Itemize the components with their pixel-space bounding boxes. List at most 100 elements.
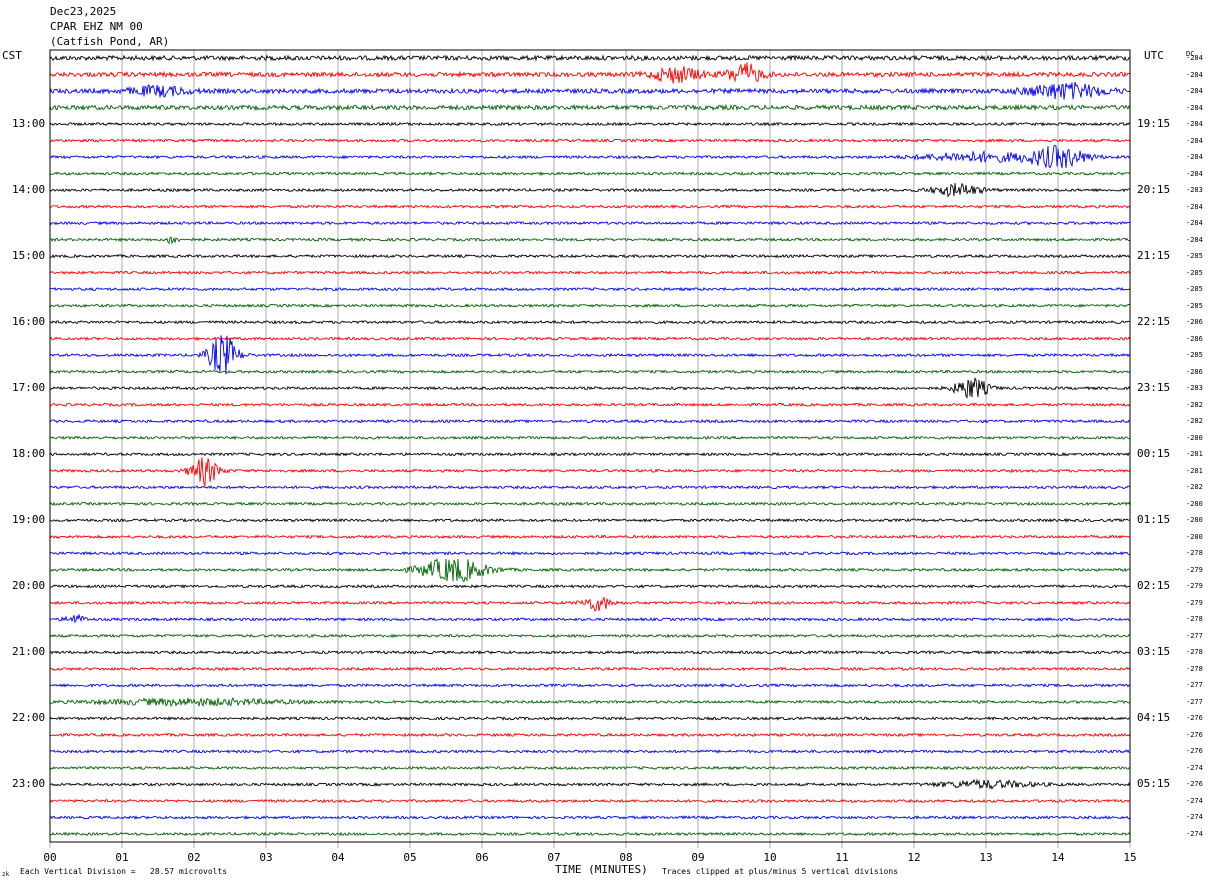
trace-line (49, 138, 1131, 143)
trace-line (49, 103, 1131, 112)
trace-line (49, 182, 1130, 198)
left-time-label: 23:00 (12, 777, 46, 791)
trace-line (49, 402, 1131, 408)
left-time-label: 20:00 (12, 579, 46, 593)
dc-offset-label: -279 (1186, 582, 1203, 591)
dc-offset-label: -281 (1186, 466, 1203, 475)
trace-line (49, 376, 1131, 400)
x-tick-label: 12 (907, 851, 921, 864)
trace-line (49, 633, 1131, 639)
right-timezone-label: UTC (1144, 49, 1164, 62)
left-time-label: 17:00 (12, 381, 46, 395)
dc-offset-label: -284 (1186, 103, 1203, 112)
trace-line (50, 517, 1131, 523)
dc-offset-label: -274 (1186, 813, 1203, 822)
trace-line (49, 649, 1131, 655)
dc-offset-label: -276 (1186, 730, 1203, 739)
trace-line (49, 286, 1131, 292)
plot-grid (49, 50, 1131, 848)
trace-line (49, 765, 1131, 771)
x-tick-label: 06 (475, 851, 489, 864)
dc-offset-label: -282 (1186, 483, 1203, 492)
trace-line (49, 798, 1131, 804)
trace-line (49, 335, 1131, 375)
dc-offset-label: -277 (1186, 697, 1203, 706)
trace-line (49, 501, 1131, 507)
dc-offset-label: -283 (1186, 384, 1203, 393)
left-timezone-label: CST (2, 49, 22, 62)
dc-offset-label: -285 (1186, 301, 1203, 310)
dc-offset-label: -284 (1186, 70, 1203, 79)
x-tick-label: 08 (619, 851, 633, 864)
dc-offset-label: -279 (1186, 598, 1203, 607)
dc-offset-label: -278 (1186, 615, 1203, 624)
trace-line (49, 614, 1131, 624)
trace-line (49, 550, 1130, 556)
dc-offset-label: -286 (1186, 334, 1203, 343)
trace-line (49, 204, 1131, 210)
x-tick-label: 13 (979, 851, 993, 864)
seismic-traces (49, 54, 1131, 837)
trace-line (49, 81, 1131, 100)
trace-line (49, 457, 1131, 487)
dc-offset-label: -285 (1186, 268, 1203, 277)
dc-offset-label: -284 (1186, 219, 1203, 228)
x-tick-label: 15 (1123, 851, 1137, 864)
trace-line (49, 220, 1131, 226)
left-time-label: 16:00 (12, 315, 46, 329)
right-time-label: 02:15 (1137, 579, 1171, 593)
left-time-label: 19:00 (12, 513, 46, 527)
dc-offset-label: -278 (1186, 648, 1203, 657)
dc-offset-label: -276 (1186, 780, 1203, 789)
dc-header-label: DC (1186, 50, 1195, 58)
trace-line (49, 451, 1131, 457)
left-time-label: 22:00 (12, 711, 46, 725)
dc-offset-label: -284 (1186, 87, 1203, 96)
trace-line (49, 778, 1131, 790)
dc-offset-label: -278 (1186, 664, 1203, 673)
x-tick-label: 14 (1051, 851, 1065, 864)
x-tick-label: 04 (331, 851, 345, 864)
trace-line (49, 558, 1131, 583)
x-tick-label: 00 (43, 851, 57, 864)
trace-line (49, 583, 1131, 589)
trace-line (49, 732, 1131, 738)
trace-line (49, 369, 1131, 375)
trace-line (49, 814, 1131, 820)
left-time-label: 15:00 (12, 249, 46, 263)
station-label: CPAR EHZ NM 00 (50, 20, 143, 33)
dc-offset-label: -284 (1186, 120, 1203, 129)
dc-offset-label: -279 (1186, 565, 1203, 574)
left-time-label: 14:00 (12, 183, 46, 197)
dc-offset-label: -283 (1186, 186, 1203, 195)
trace-line (49, 666, 1131, 672)
x-tick-label: 09 (691, 851, 705, 864)
right-time-label: 00:15 (1137, 447, 1171, 461)
trace-line (49, 534, 1131, 540)
left-time-label: 18:00 (12, 447, 46, 461)
dc-offset-label: -277 (1186, 631, 1203, 640)
dc-offset-label: -276 (1186, 714, 1203, 723)
x-tick-label: 02 (187, 851, 201, 864)
dc-offset-label: -282 (1186, 400, 1203, 409)
division-note: Each Vertical Division = 28.57 microvolt… (20, 867, 228, 876)
x-tick-label: 05 (403, 851, 417, 864)
dc-offset-label: -286 (1186, 318, 1203, 327)
trace-line (49, 418, 1131, 424)
dc-offset-label: -284 (1186, 136, 1203, 145)
dc-offset-label: -282 (1186, 417, 1203, 426)
right-time-label: 01:15 (1137, 513, 1171, 527)
trace-line (49, 236, 1131, 245)
logo-mark: zk (2, 871, 10, 878)
trace-line (49, 831, 1131, 837)
right-time-label: 03:15 (1137, 645, 1171, 659)
trace-line (49, 62, 1131, 84)
trace-line (49, 121, 1131, 127)
right-time-label: 23:15 (1137, 381, 1171, 395)
trace-line (49, 171, 1131, 177)
dc-offset-label: -284 (1186, 235, 1203, 244)
dc-offset-label: -285 (1186, 285, 1203, 294)
dc-offset-label: -280 (1186, 532, 1203, 541)
trace-line (49, 716, 1131, 721)
